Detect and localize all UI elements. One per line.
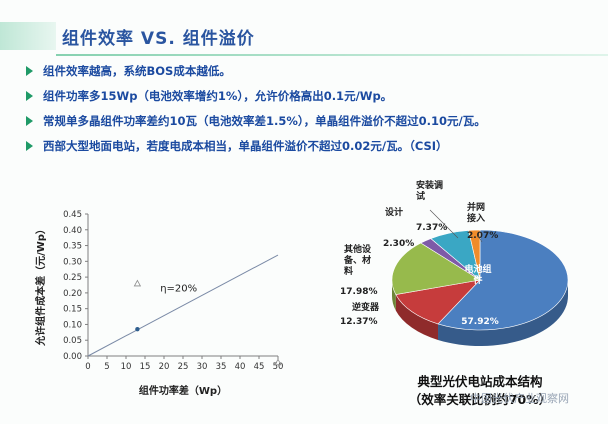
x-tick-label: 45 <box>254 362 265 372</box>
y-tick-label: 0.05 <box>63 336 82 346</box>
pie-slice-side <box>438 280 568 346</box>
bullet-text: 组件效率越高，系统BOS成本越低。 <box>43 63 231 78</box>
bullet-list: 组件效率越高，系统BOS成本越低。 组件功率多15Wp（电池效率增约1%），允许… <box>22 58 602 158</box>
page-title: 组件效率 VS. 组件溢价 <box>62 29 255 49</box>
y-tick-label: 0.00 <box>63 352 82 362</box>
bullet-item: 组件效率越高，系统BOS成本越低。 <box>22 58 602 83</box>
pie-slice <box>437 229 569 331</box>
line-chart-svg: 0.00 0.05 0.10 0.15 0.20 0.25 0.30 0.35 0.40 0.45… <box>34 210 284 397</box>
x-tick-label: 0 <box>85 362 90 372</box>
bullet-arrow-icon <box>26 115 33 126</box>
series-line <box>87 254 279 357</box>
pie-slice-label-line: 试 <box>416 190 425 202</box>
bullet-arrow-icon <box>26 65 33 76</box>
x-tick-label: 35 <box>216 362 227 372</box>
pie-slice-label-line: 逆变器 <box>352 301 380 313</box>
y-tick-label: 0.40 <box>63 226 82 236</box>
pie-slice-pct: 17.98% <box>340 287 378 297</box>
y-tick-label: 0.30 <box>63 257 82 267</box>
x-tick-label: 50 <box>273 362 284 372</box>
x-tick-label: 10 <box>121 362 132 372</box>
pie-slice-pct: 2.07% <box>467 231 498 241</box>
pie-slice-label: 安装调试 <box>416 180 443 202</box>
series-annotation: η=20% <box>160 283 197 294</box>
y-tick-label: 0.15 <box>63 305 82 315</box>
title-accent <box>0 22 56 50</box>
pie-title: （效率关联比例约70%） <box>409 392 551 407</box>
x-tick-label: 15 <box>140 362 151 372</box>
pie-slice-label: 设计 <box>385 206 403 218</box>
data-point <box>135 326 140 332</box>
pie-chart-svg: 电池组件 57.92% 逆变器 12.37% 其他设备、材料 17.98% 设计 2.30% 安… <box>340 179 569 407</box>
pie-slice-label-line: 件 <box>473 274 482 286</box>
bullet-text: 组件功率多15Wp（电池效率增约1%），允许价格高出0.1元/Wp。 <box>43 88 393 103</box>
bullet-arrow-icon <box>26 90 33 101</box>
x-tick-label: 40 <box>235 362 246 372</box>
data-point-triangle <box>133 279 142 287</box>
pie-slice-label: 逆变器 <box>352 301 380 313</box>
bullet-item: 组件功率多15Wp（电池效率增约1%），允许价格高出0.1元/Wp。 <box>22 83 602 108</box>
x-tick-label: 25 <box>178 362 189 372</box>
pie-slice-label-line: 设计 <box>385 206 403 218</box>
y-tick-label: 0.35 <box>63 242 82 252</box>
pie-slice-pct: 12.37% <box>340 317 378 327</box>
y-axis-label: 允许组件成本差（元/Wp） <box>34 224 47 347</box>
data-point-triangle <box>274 358 282 366</box>
bullet-text: 西部大型地面电站，若度电成本相当，单晶组件溢价不超过0.02元/瓦。（CSI） <box>43 138 448 153</box>
pie-slice <box>468 229 481 281</box>
x-tick-label: 5 <box>104 362 109 372</box>
pie-slice-label: 并网接入 <box>467 201 485 224</box>
pie-slice <box>391 242 481 295</box>
watermark: 中国光伏产业观察网 <box>470 392 569 405</box>
x-axis-label: 组件功率差（Wp） <box>139 384 227 397</box>
pie-chart: 电池组件 57.92% 逆变器 12.37% 其他设备、材料 17.98% 设计 2.30% 安… <box>330 179 600 420</box>
pie-slice-pct: 57.92% <box>461 317 499 327</box>
pie-slice-label-line: 接入 <box>467 212 485 224</box>
pie-slice-label: 其他设备、材料 <box>343 243 372 277</box>
title-bar: 组件效率 VS. 组件溢价 <box>0 18 608 56</box>
pie-slice-pct: 2.30% <box>383 239 414 249</box>
pie-title: 典型光伏电站成本结构 <box>417 374 542 389</box>
y-tick-label: 0.20 <box>63 289 82 299</box>
y-tick-label: 0.45 <box>63 210 82 220</box>
pie-slice-label-line: 安装调 <box>416 180 443 191</box>
y-tick-label: 0.10 <box>63 320 82 330</box>
pie-slice-side <box>395 294 439 340</box>
pie-slice-label-line: 并网 <box>467 201 485 213</box>
leader-line <box>429 209 459 239</box>
y-tick-label: 0.25 <box>63 273 82 283</box>
pie-slice-label-line: 备、材 <box>343 254 371 266</box>
bullet-item: 西部大型地面电站，若度电成本相当，单晶组件溢价不超过0.02元/瓦。（CSI） <box>22 133 602 158</box>
pie-slice-label-line: 料 <box>344 265 353 277</box>
pie-slice-label: 电池组件 <box>464 263 491 286</box>
pie-slice-label-line: 其他设 <box>344 243 372 255</box>
pie-slice-pct: 7.37% <box>416 223 447 233</box>
bullet-arrow-icon <box>26 140 33 151</box>
pie-slice-label-line: 电池组 <box>464 263 491 275</box>
bullet-item: 常规单多晶组件功率差约10瓦（电池效率差1.5%），单晶组件溢价不超过0.10元… <box>22 108 602 133</box>
line-chart: 0.00 0.05 0.10 0.15 0.20 0.25 0.30 0.35 0.40 0.45… <box>30 200 300 410</box>
title-underline <box>56 54 608 56</box>
x-tick-label: 30 <box>197 362 208 372</box>
x-tick-label: 20 <box>159 362 170 372</box>
bullet-text: 常规单多晶组件功率差约10瓦（电池效率差1.5%），单晶组件溢价不超过0.10元… <box>43 113 486 128</box>
leader-line <box>477 235 483 243</box>
